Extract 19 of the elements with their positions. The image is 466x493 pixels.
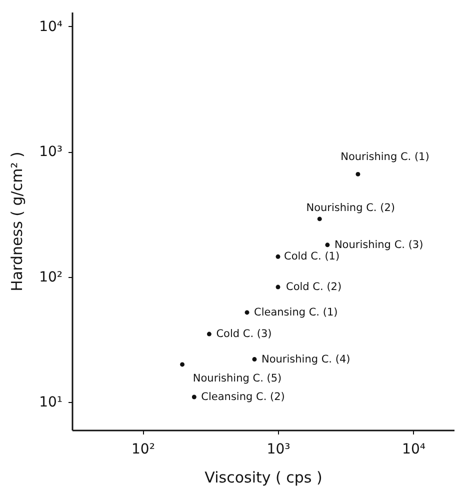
annotation: Nourishing C. (5): [192, 372, 282, 384]
annotation: Nourishing C. (2): [306, 202, 395, 214]
annotation: Cold C. (1): [284, 250, 340, 263]
annotation: Cold C. (2): [286, 281, 342, 294]
x-tick-label: 10⁴: [402, 442, 426, 458]
annotation: Cold C. (3): [216, 328, 272, 340]
annotation: Cleansing C. (1): [254, 306, 338, 318]
annotation: Nourishing C. (3): [334, 238, 424, 251]
y-tick-label: 10²: [39, 269, 62, 286]
y-tick-label: 10³: [39, 144, 62, 160]
annotation: Nourishing C. (4): [261, 353, 350, 366]
annotation: Nourishing C. (1): [340, 151, 430, 164]
x-tick-label: 10²: [132, 442, 155, 458]
y-tick-label: 10⁴: [39, 18, 63, 35]
annotation: Cleansing C. (2): [201, 391, 285, 404]
x-tick-label: 10³: [266, 442, 290, 458]
y-axis-title: Hardness ( g/cm² ): [8, 152, 26, 292]
x-axis-title: Viscosity ( cps ): [204, 468, 322, 486]
y-tick-label: 10¹: [39, 394, 62, 411]
